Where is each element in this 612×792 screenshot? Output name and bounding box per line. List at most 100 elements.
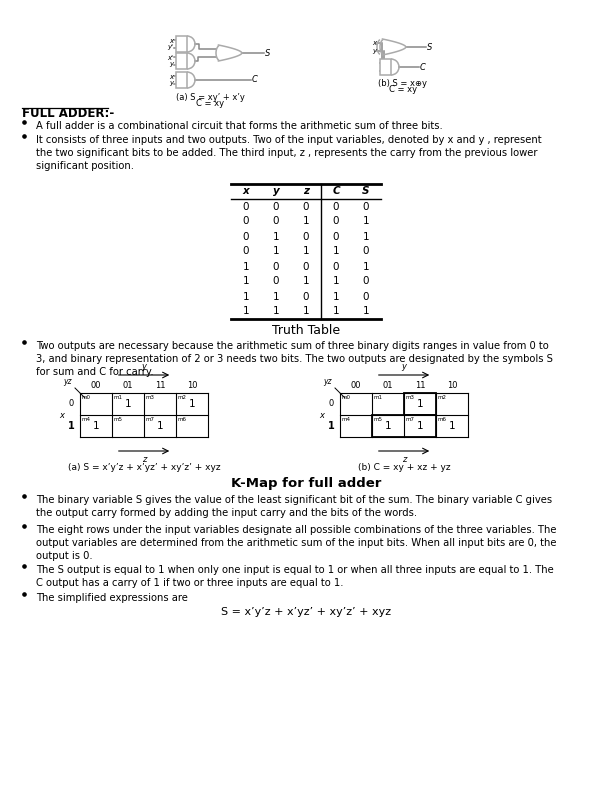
Text: 10: 10 — [447, 380, 457, 390]
Text: 0: 0 — [273, 216, 279, 227]
Text: x': x' — [167, 55, 173, 61]
Text: 0: 0 — [363, 291, 369, 302]
Text: 0: 0 — [243, 246, 249, 257]
Text: 1: 1 — [333, 291, 339, 302]
Text: 1: 1 — [157, 421, 163, 431]
Text: K-Map for full adder: K-Map for full adder — [231, 477, 381, 490]
Text: 0: 0 — [333, 216, 339, 227]
Text: 1: 1 — [273, 246, 279, 257]
Text: 1: 1 — [243, 307, 249, 317]
Text: 1: 1 — [243, 261, 249, 272]
Text: 1: 1 — [333, 276, 339, 287]
Text: x: x — [242, 186, 249, 196]
Text: C = xy: C = xy — [389, 85, 417, 94]
Text: 1: 1 — [273, 291, 279, 302]
Text: 0: 0 — [273, 261, 279, 272]
Bar — [176, 72, 187, 88]
Text: 01: 01 — [123, 380, 133, 390]
Bar — [380, 59, 391, 75]
Text: m0: m0 — [342, 395, 351, 400]
Text: 1: 1 — [333, 246, 339, 257]
Text: 00: 00 — [351, 380, 361, 390]
Text: m2: m2 — [438, 395, 447, 400]
Text: y: y — [272, 186, 279, 196]
Text: (b) S = x⊕y: (b) S = x⊕y — [378, 79, 428, 88]
Text: 0: 0 — [303, 261, 309, 272]
Text: y: y — [372, 48, 376, 54]
Text: y: y — [401, 362, 406, 371]
Text: 0: 0 — [333, 261, 339, 272]
Text: m1: m1 — [114, 395, 123, 400]
Text: m0: m0 — [82, 395, 91, 400]
Text: yz: yz — [63, 376, 71, 386]
Text: 01: 01 — [382, 380, 394, 390]
Text: x: x — [169, 38, 173, 44]
Text: 1: 1 — [67, 421, 75, 431]
Text: 0: 0 — [363, 276, 369, 287]
Text: S: S — [362, 186, 370, 196]
Text: 0: 0 — [69, 399, 73, 409]
Text: x: x — [169, 74, 173, 80]
Text: m7: m7 — [146, 417, 155, 422]
Bar — [176, 53, 187, 69]
Text: 0: 0 — [273, 276, 279, 287]
Text: m2: m2 — [178, 395, 187, 400]
Bar — [372, 415, 436, 437]
Text: (b) C = xy + xz + yz: (b) C = xy + xz + yz — [357, 463, 450, 472]
Text: y: y — [141, 362, 146, 371]
Text: The S output is equal to 1 when only one input is equal to 1 or when all three i: The S output is equal to 1 when only one… — [36, 565, 554, 588]
Text: 0: 0 — [329, 399, 334, 409]
Text: 0: 0 — [243, 216, 249, 227]
Text: 1: 1 — [417, 399, 424, 409]
Text: m4: m4 — [82, 417, 91, 422]
Text: 1: 1 — [188, 399, 195, 409]
Text: C: C — [332, 186, 340, 196]
Text: m1: m1 — [374, 395, 383, 400]
Text: The eight rows under the input variables designate all possible combinations of : The eight rows under the input variables… — [36, 525, 556, 561]
Text: Two outputs are necessary because the arithmetic sum of three binary digits rang: Two outputs are necessary because the ar… — [36, 341, 553, 377]
Text: It consists of three inputs and two outputs. Two of the input variables, denoted: It consists of three inputs and two outp… — [36, 135, 542, 170]
Text: 1: 1 — [363, 307, 369, 317]
Text: 1: 1 — [125, 399, 132, 409]
Text: 1: 1 — [303, 307, 309, 317]
Text: 00: 00 — [91, 380, 101, 390]
Text: 0: 0 — [303, 291, 309, 302]
Text: FULL ADDER:-: FULL ADDER:- — [22, 107, 114, 120]
Text: z: z — [303, 186, 309, 196]
Text: yz: yz — [323, 376, 331, 386]
Text: The simplified expressions are: The simplified expressions are — [36, 593, 188, 603]
Text: C: C — [252, 75, 258, 85]
Text: 1: 1 — [303, 216, 309, 227]
Text: 0: 0 — [363, 246, 369, 257]
Text: 1: 1 — [417, 421, 424, 431]
Text: S = x’y’z + x’yz’ + xy’z’ + xyz: S = x’y’z + x’yz’ + xy’z’ + xyz — [221, 607, 391, 617]
Text: 1: 1 — [363, 216, 369, 227]
Text: 0: 0 — [363, 201, 369, 211]
Bar — [404, 393, 436, 415]
Text: 1: 1 — [92, 421, 99, 431]
Text: z: z — [142, 455, 146, 464]
Text: 1: 1 — [327, 421, 334, 431]
Text: m3: m3 — [146, 395, 155, 400]
Text: m5: m5 — [114, 417, 123, 422]
Text: m6: m6 — [438, 417, 447, 422]
Text: m4: m4 — [342, 417, 351, 422]
Text: y': y' — [167, 44, 173, 50]
Text: The binary variable S gives the value of the least significant bit of the sum. T: The binary variable S gives the value of… — [36, 495, 552, 518]
Text: 0: 0 — [303, 231, 309, 242]
Text: 1: 1 — [243, 276, 249, 287]
Text: m6: m6 — [178, 417, 187, 422]
Text: 1: 1 — [333, 307, 339, 317]
Bar — [176, 36, 187, 52]
Text: 10: 10 — [187, 380, 197, 390]
Text: m5: m5 — [374, 417, 383, 422]
Text: 1: 1 — [303, 246, 309, 257]
Text: (a) S = xy’ + x’y: (a) S = xy’ + x’y — [176, 93, 244, 102]
Text: 0: 0 — [333, 201, 339, 211]
Text: 11: 11 — [155, 380, 165, 390]
Text: y: y — [169, 61, 173, 67]
Text: Truth Table: Truth Table — [272, 324, 340, 337]
Text: x: x — [59, 410, 64, 420]
Text: 1: 1 — [303, 276, 309, 287]
Text: 1: 1 — [273, 231, 279, 242]
